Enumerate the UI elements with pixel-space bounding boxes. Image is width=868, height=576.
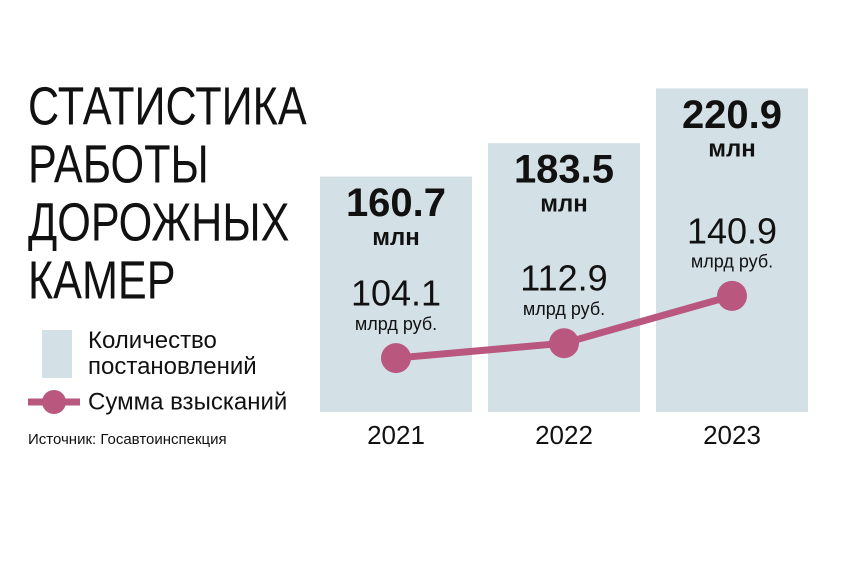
legend-marker	[42, 390, 66, 414]
title-line: РАБОТЫ	[28, 135, 209, 195]
point-value-label: 140.9	[687, 210, 777, 251]
title-line: ДОРОЖНЫХ	[28, 193, 289, 253]
point-value-label: 104.1	[351, 273, 441, 314]
x-tick-label: 2022	[535, 420, 593, 450]
bar-value-label: 183.5	[514, 148, 614, 192]
bar	[488, 143, 640, 413]
x-tick-label: 2021	[367, 420, 425, 450]
bar-unit-label: млн	[540, 191, 588, 218]
bar	[656, 88, 808, 412]
title-line: КАМЕР	[28, 251, 176, 311]
source: Источник: Госавтоинспекция	[28, 431, 227, 448]
bar-value-label: 220.9	[682, 93, 782, 137]
point-unit-label: млрд руб.	[355, 314, 437, 334]
point-value-label: 112.9	[520, 258, 607, 299]
line-point	[381, 343, 411, 374]
title-line: СТАТИСТИКА	[28, 77, 307, 137]
legend-swatch	[42, 330, 72, 378]
x-tick-label: 2023	[703, 420, 761, 450]
bar-value-label: 160.7	[346, 181, 446, 225]
legend-label: Сумма взысканий	[88, 388, 287, 415]
legend-label: Количество постановлений	[88, 327, 257, 380]
point-unit-label: млрд руб.	[523, 299, 605, 319]
bar-unit-label: млн	[708, 136, 756, 163]
point-unit-label: млрд руб.	[691, 252, 773, 272]
bar-unit-label: млн	[372, 224, 420, 251]
line-point	[717, 280, 747, 311]
line-point	[549, 328, 579, 359]
